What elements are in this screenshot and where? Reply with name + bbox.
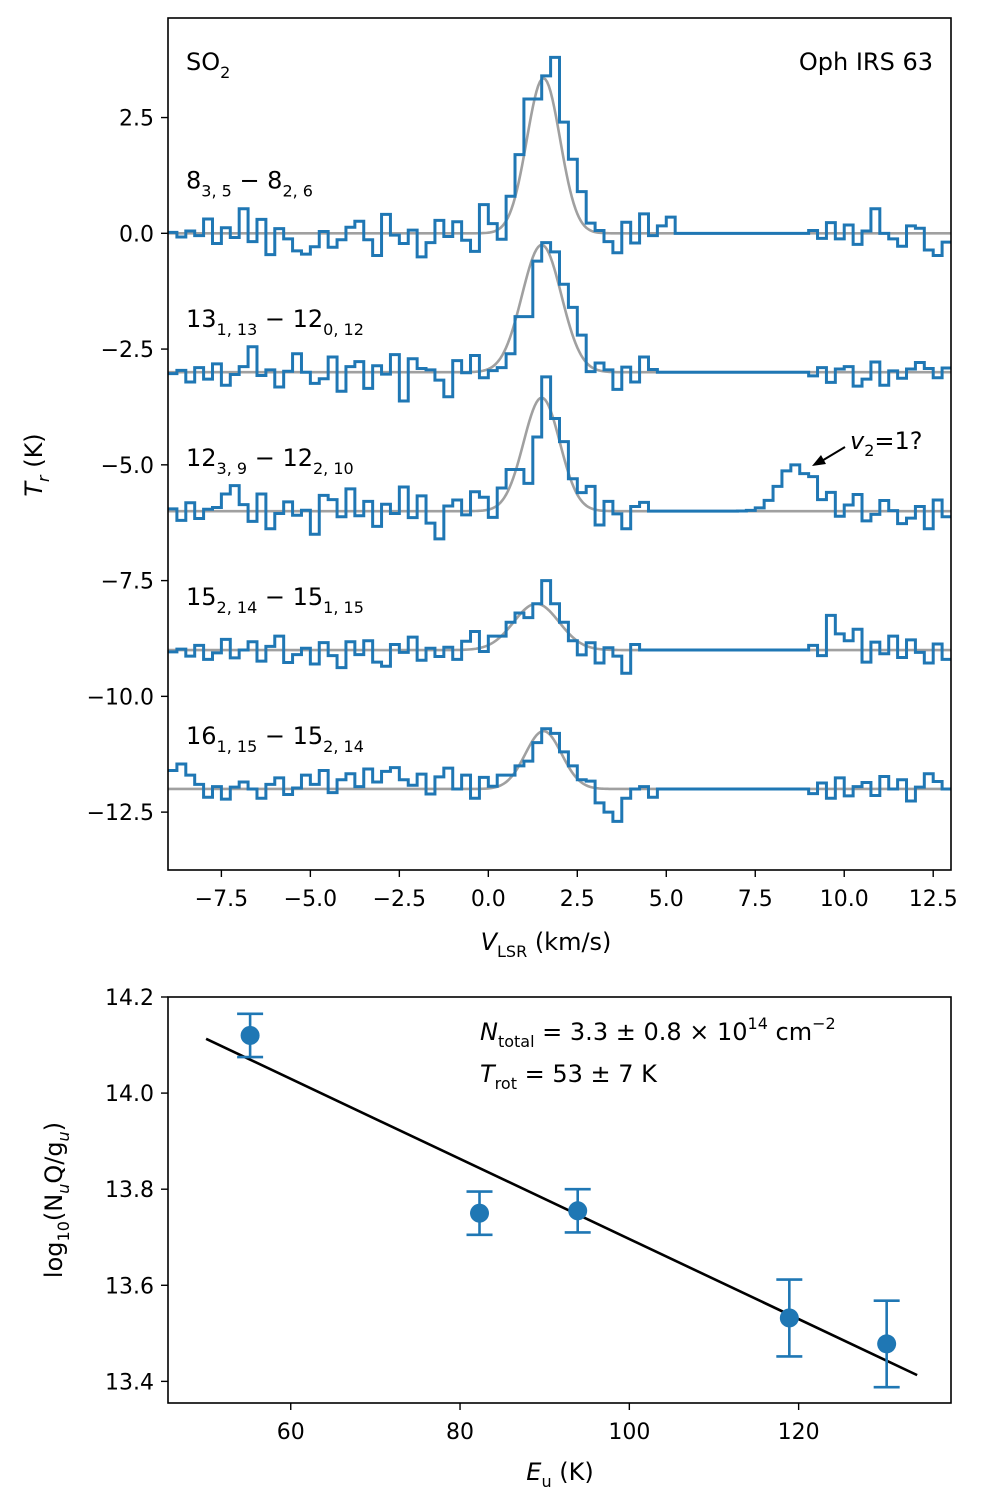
data-marker-4 bbox=[877, 1334, 897, 1354]
fit-curve-1 bbox=[168, 243, 951, 374]
spectra-xtick-label-8: 12.5 bbox=[909, 887, 958, 912]
spectrum-0 bbox=[168, 55, 951, 259]
rotation-ytick-label-1: 13.6 bbox=[105, 1274, 154, 1299]
spectra-ytick-label-2: −2.5 bbox=[101, 338, 154, 363]
spectrum-2 bbox=[168, 375, 951, 541]
rotation-xtick-label-0: 60 bbox=[277, 1420, 305, 1445]
rotation-point-4 bbox=[873, 1299, 900, 1389]
transition-label-3: 152, 14 − 151, 15 bbox=[186, 583, 364, 617]
data-marker-3 bbox=[779, 1308, 799, 1328]
spectra-ytick-label-3: −5.0 bbox=[101, 454, 154, 479]
spectra-ylabel: Tr (K) bbox=[20, 433, 53, 496]
spectra-xtick-label-7: 10.0 bbox=[820, 887, 869, 912]
rotation-point-2 bbox=[564, 1187, 591, 1234]
v2-arrow-line bbox=[819, 446, 846, 463]
spectra-ytick-label-4: −7.5 bbox=[101, 570, 154, 595]
transition-labels: 83, 5 − 82, 6 131, 13 − 120, 12 123, 9 − 1… bbox=[186, 166, 364, 756]
spectra-ytick-label-1: 0.0 bbox=[119, 222, 154, 247]
spectra-xtick-label-5: 5.0 bbox=[649, 887, 684, 912]
spectra-xtick-label-3: 0.0 bbox=[471, 887, 506, 912]
rotation-ylabel: log10(NuQ/gu) bbox=[40, 1122, 73, 1278]
rotation-ytick-label-3: 14.0 bbox=[105, 1082, 154, 1107]
v2-arrow-head bbox=[812, 455, 826, 466]
spectra-ytick-label-6: −12.5 bbox=[87, 801, 154, 826]
spectra-ytick-label-5: −10.0 bbox=[87, 685, 154, 710]
transition-label-0: 83, 5 − 82, 6 bbox=[186, 166, 313, 200]
rotation-point-1 bbox=[466, 1190, 493, 1237]
rotation-plot-frame bbox=[167, 996, 952, 1404]
rotation-plot-background bbox=[168, 997, 951, 1403]
transition-label-2: 123, 9 − 122, 10 bbox=[186, 444, 354, 478]
rotation-point-0 bbox=[237, 1012, 264, 1059]
rotation-xtick-label-1: 80 bbox=[446, 1420, 474, 1445]
spectra-xlabel: VLSR (km/s) bbox=[481, 928, 612, 961]
spectrum-3 bbox=[168, 579, 951, 675]
rotation-axis-ticks: 60 80 100 120 13.4 13.6 13.8 14.0 14.2 bbox=[105, 986, 820, 1445]
spectra-xtick-label-6: 7.5 bbox=[738, 887, 773, 912]
trot-annotation: Trot = 53 ± 7 K bbox=[480, 1060, 658, 1093]
species-label: SO2 bbox=[186, 48, 230, 82]
spectra-axis-ticks: −7.5 −5.0 −2.5 0.0 2.5 5.0 7.5 10.0 12.5 2.5 0.0 −2… bbox=[87, 107, 958, 912]
rotation-xtick-label-3: 120 bbox=[778, 1420, 820, 1445]
spectra-ytick-label-0: 2.5 bbox=[119, 107, 154, 132]
spectra-steps bbox=[168, 55, 951, 823]
v2-annotation: v2=1? bbox=[812, 427, 923, 466]
v2-annotation-text: v2=1? bbox=[850, 427, 923, 460]
spectra-plot-frame bbox=[167, 17, 952, 871]
spectra-xtick-label-2: −2.5 bbox=[373, 887, 426, 912]
spectra-panel: −7.5 −5.0 −2.5 0.0 2.5 5.0 7.5 10.0 12.5 2.5 0.0 −2… bbox=[20, 17, 958, 961]
spectra-xtick-label-1: −5.0 bbox=[284, 887, 337, 912]
transition-label-1: 131, 13 − 120, 12 bbox=[186, 305, 364, 339]
data-marker-1 bbox=[470, 1203, 490, 1223]
spectrum-1 bbox=[168, 241, 951, 403]
source-label: Oph IRS 63 bbox=[799, 48, 933, 76]
rotation-xtick-label-2: 100 bbox=[608, 1420, 650, 1445]
rotation-xlabel: Eu (K) bbox=[526, 1458, 593, 1491]
spectra-xtick-label-0: −7.5 bbox=[195, 887, 248, 912]
rotation-ytick-label-2: 13.8 bbox=[105, 1178, 154, 1203]
data-marker-0 bbox=[240, 1025, 260, 1045]
fit-curve-0 bbox=[168, 76, 951, 235]
transition-label-4: 161, 15 − 152, 14 bbox=[186, 722, 364, 756]
ntotal-annotation: Ntotal = 3.3 ± 0.8 × 1014 cm−2 bbox=[480, 1014, 836, 1051]
data-marker-2 bbox=[568, 1201, 588, 1221]
rotation-ytick-label-0: 13.4 bbox=[105, 1370, 154, 1395]
spectra-xtick-label-4: 2.5 bbox=[560, 887, 595, 912]
rotation-diagram-panel: 60 80 100 120 13.4 13.6 13.8 14.0 14.2 Ntotal = … bbox=[40, 986, 952, 1491]
rotation-data-points bbox=[237, 1012, 900, 1389]
rotation-ytick-label-4: 14.2 bbox=[105, 986, 154, 1011]
rotation-point-3 bbox=[776, 1278, 803, 1358]
spectrum-4 bbox=[168, 727, 951, 823]
